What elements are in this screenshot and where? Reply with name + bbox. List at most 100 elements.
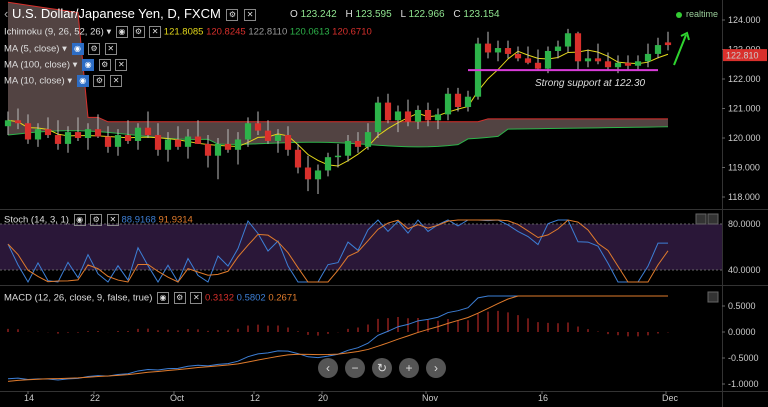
x-tick-label: 20 [318,393,328,403]
ma5-label[interactable]: MA (5, close) [4,43,60,55]
ichimoku-conversion-value: 121.8085 [163,26,204,38]
macd-header: MACD (12, 26, close, 9, false, true) ◉ ⚙… [4,292,297,304]
eye-icon[interactable]: ◉ [71,43,84,55]
candle-body [144,127,152,136]
eye-icon[interactable]: ◉ [157,292,170,304]
candle-body [224,143,232,150]
candle-body [234,139,242,150]
low-value: 122.966 [408,9,445,20]
arrow-head-icon [680,31,690,41]
x-tick-label: 22 [90,393,100,403]
gear-icon[interactable]: ⚙ [226,8,239,21]
candle-body [574,33,582,62]
candle-body [364,132,372,147]
candle-body [94,129,102,137]
candle-body [264,130,272,141]
chevron-down-icon[interactable]: ▾ [62,43,67,55]
close-icon[interactable]: ✕ [104,43,117,55]
high-value: 123.595 [355,9,392,20]
candle-body [164,139,172,150]
candle-body [274,135,282,141]
candle-body [184,136,192,147]
scroll-left-icon[interactable]: ‹ [318,358,338,378]
gear-icon[interactable]: ⚙ [88,43,101,55]
ichimoku-label[interactable]: Ichimoku (9, 26, 52, 26) [4,26,104,38]
ichimoku-cloud [8,2,668,147]
candle-body [284,135,292,150]
candle-body [64,132,72,144]
stoch-k-line [7,219,668,284]
stoch-k-value: 88.9168 [121,214,156,226]
eye-icon[interactable]: ◉ [115,26,128,38]
candle-body [154,135,162,150]
candle-body [34,129,42,140]
eye-icon[interactable]: ◉ [76,75,89,87]
open-key: O [290,9,298,20]
close-icon[interactable]: ✕ [149,26,162,38]
chevron-left-icon[interactable]: ‹ [4,6,9,21]
indicator-ma10[interactable]: MA (10, close) ▾ ◉ ⚙ ✕ [4,75,123,87]
stoch-band [0,224,722,270]
candle-body [434,114,442,121]
stoch-tick-label: 80.0000 [728,219,761,229]
y-tick-label: 124.000 [728,15,761,25]
pane-control-icon [707,213,719,225]
eye-icon[interactable]: ◉ [82,59,95,71]
close-icon[interactable]: ✕ [190,292,203,304]
candle-body [24,123,32,140]
gear-icon[interactable]: ⚙ [98,59,111,71]
gear-icon[interactable]: ⚙ [93,75,106,87]
chevron-down-icon[interactable]: ▾ [72,59,78,71]
scroll-right-icon[interactable]: › [426,358,446,378]
y-tick-label: 122.000 [728,74,761,84]
macd-tick-label: 0.5000 [728,301,756,311]
candle-body [54,135,62,144]
close-value: 123.154 [463,9,500,20]
candle-body [104,136,112,147]
candle-body [74,132,82,138]
chevron-down-icon[interactable]: ▾ [106,26,112,38]
candle-body [524,58,532,63]
candle-body [174,139,182,147]
macd-signal-line [7,295,668,382]
x-tick-label: Dec [662,393,679,403]
ma100-label[interactable]: MA (100, close) [4,59,70,71]
candle-body [384,102,392,121]
symbol-name[interactable]: U.S. Dollar/Japanese Yen, D, FXCM [11,6,221,21]
status-dot-icon [675,11,682,18]
macd-tick-label: -1.0000 [728,379,759,389]
close-key: C [453,9,461,20]
zoom-in-icon[interactable]: + [399,358,419,378]
chevron-down-icon[interactable]: ▾ [67,75,73,87]
y-tick-label: 120.000 [728,133,761,143]
macd-label[interactable]: MACD (12, 26, close, 9, false, true) [4,292,153,304]
candle-body [484,43,492,53]
gear-icon[interactable]: ⚙ [173,292,186,304]
stoch-label[interactable]: Stoch (14, 3, 1) [4,214,69,226]
close-icon[interactable]: ✕ [244,8,257,21]
macd-hist-value: 0.3132 [204,292,234,304]
x-tick-label: 12 [250,393,260,403]
close-icon[interactable]: ✕ [115,59,128,71]
candle-body [594,58,602,62]
gear-icon[interactable]: ⚙ [90,214,103,226]
eye-icon[interactable]: ◉ [73,214,86,226]
x-tick-label: Oct [170,393,185,403]
indicator-ma100[interactable]: MA (100, close) ▾ ◉ ⚙ ✕ [4,59,128,71]
close-icon[interactable]: ✕ [106,214,119,226]
candle-body [324,157,332,171]
candle-body [504,48,512,54]
zoom-out-icon[interactable]: − [345,358,365,378]
close-icon[interactable]: ✕ [110,75,123,87]
reset-icon[interactable]: ↻ [372,358,392,378]
gear-icon[interactable]: ⚙ [132,26,145,38]
ma10-label[interactable]: MA (10, close) [4,75,65,87]
candle-body [514,53,522,59]
candle-body [134,127,142,141]
ichimoku-spanB-value: 120.6710 [332,26,372,38]
ichimoku-span-b [7,1,668,123]
indicator-ma5[interactable]: MA (5, close) ▾ ◉ ⚙ ✕ [4,43,117,55]
indicator-ichimoku[interactable]: Ichimoku (9, 26, 52, 26) ▾ ◉ ⚙ ✕ 121.808… [4,26,372,38]
